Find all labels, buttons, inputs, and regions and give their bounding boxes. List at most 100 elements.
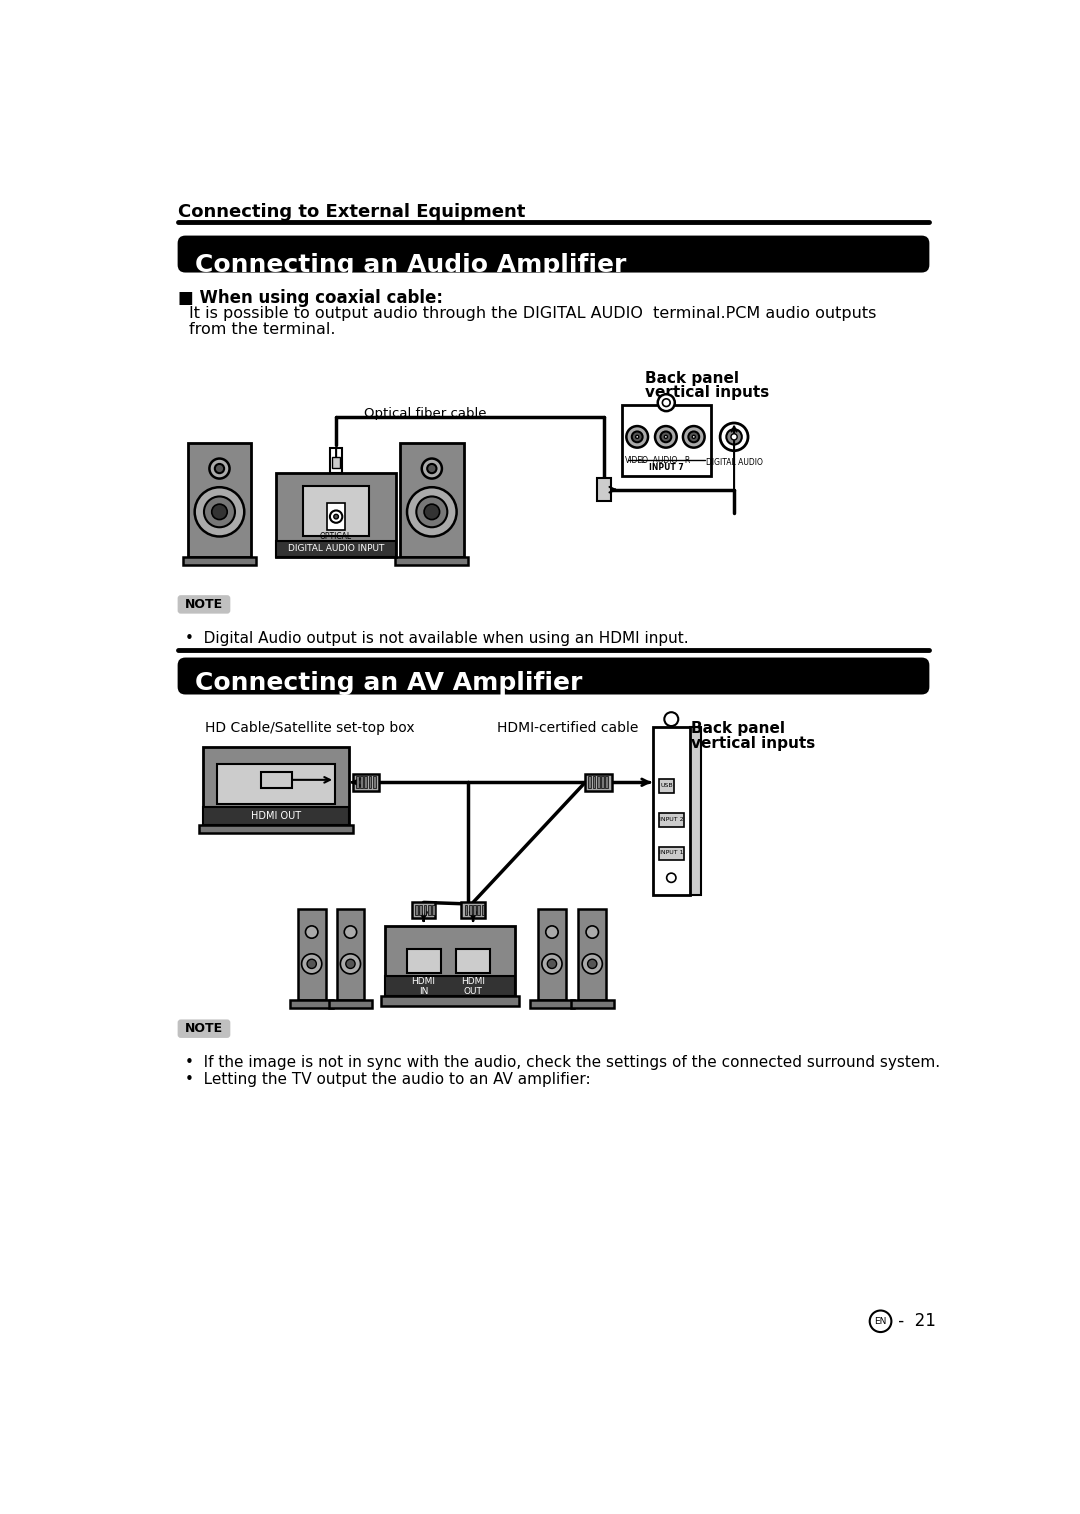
Circle shape — [664, 436, 667, 439]
Bar — [622, 404, 711, 475]
Circle shape — [548, 960, 556, 969]
FancyBboxPatch shape — [177, 1019, 230, 1039]
Text: vertical inputs: vertical inputs — [645, 385, 769, 400]
Text: It is possible to output audio through the DIGITAL AUDIO  terminal.PCM audio out: It is possible to output audio through t… — [189, 306, 877, 321]
Text: •  Digital Audio output is not available when using an HDMI input.: • Digital Audio output is not available … — [186, 631, 689, 645]
Circle shape — [542, 954, 562, 974]
Bar — [329, 448, 342, 472]
Bar — [373, 777, 376, 789]
Bar — [337, 910, 364, 1001]
Bar — [597, 478, 611, 501]
Bar — [419, 905, 422, 916]
Circle shape — [345, 927, 356, 939]
Circle shape — [586, 927, 598, 939]
Text: HDMI
IN: HDMI IN — [411, 977, 435, 996]
Text: -  21: - 21 — [893, 1313, 936, 1331]
Bar — [456, 949, 490, 974]
Text: from the terminal.: from the terminal. — [189, 322, 336, 336]
Text: INPUT 7: INPUT 7 — [649, 463, 684, 472]
Bar — [360, 777, 363, 789]
Circle shape — [582, 954, 603, 974]
Bar — [602, 777, 604, 789]
Circle shape — [588, 960, 597, 969]
Bar — [585, 774, 611, 790]
Bar — [400, 444, 463, 557]
Text: Back panel: Back panel — [645, 371, 739, 386]
Bar — [183, 557, 256, 565]
Circle shape — [664, 712, 678, 727]
Circle shape — [334, 515, 338, 519]
Bar — [384, 925, 515, 996]
Circle shape — [632, 431, 643, 442]
Text: HDMI OUT: HDMI OUT — [251, 812, 301, 821]
Bar — [411, 902, 435, 917]
Circle shape — [656, 425, 677, 448]
Bar — [464, 905, 468, 916]
Bar — [606, 777, 608, 789]
Circle shape — [683, 425, 704, 448]
Text: vertical inputs: vertical inputs — [691, 736, 815, 751]
Circle shape — [692, 436, 696, 439]
Bar — [589, 777, 591, 789]
Circle shape — [720, 422, 748, 451]
Circle shape — [636, 436, 638, 439]
Bar — [652, 727, 690, 895]
Circle shape — [194, 488, 244, 536]
Bar — [473, 905, 476, 916]
Circle shape — [306, 927, 318, 939]
Bar — [353, 774, 379, 790]
Circle shape — [416, 497, 447, 527]
Bar — [538, 910, 566, 1001]
Text: •  If the image is not in sync with the audio, check the settings of the connect: • If the image is not in sync with the a… — [186, 1055, 941, 1070]
Circle shape — [727, 428, 742, 445]
FancyBboxPatch shape — [177, 595, 230, 613]
Bar — [298, 910, 326, 1001]
Text: ■ When using coaxial cable:: ■ When using coaxial cable: — [177, 289, 443, 307]
FancyBboxPatch shape — [177, 236, 930, 273]
Circle shape — [422, 459, 442, 478]
Bar — [188, 444, 252, 557]
Bar — [217, 763, 335, 804]
Text: OPTICAL: OPTICAL — [320, 531, 352, 540]
Bar — [597, 777, 599, 789]
Circle shape — [658, 394, 675, 412]
Text: DIGITAL AUDIO INPUT: DIGITAL AUDIO INPUT — [288, 545, 384, 554]
Bar — [200, 825, 353, 833]
Text: Back panel: Back panel — [691, 721, 785, 736]
Circle shape — [424, 504, 440, 519]
Bar — [328, 1001, 373, 1008]
Circle shape — [346, 960, 355, 969]
Bar — [423, 905, 427, 916]
Circle shape — [301, 954, 322, 974]
Bar — [327, 503, 346, 530]
Bar — [593, 777, 595, 789]
Circle shape — [215, 463, 225, 474]
Bar — [395, 557, 469, 565]
Text: Connecting to External Equipment: Connecting to External Equipment — [177, 203, 525, 221]
Text: DIGITAL AUDIO: DIGITAL AUDIO — [705, 457, 762, 466]
Text: EN: EN — [875, 1317, 887, 1326]
Text: NOTE: NOTE — [185, 1022, 224, 1036]
Circle shape — [307, 960, 316, 969]
Circle shape — [545, 927, 558, 939]
Text: USB: USB — [660, 783, 673, 789]
Text: L-  AUDIO  -R: L- AUDIO -R — [642, 456, 690, 465]
Circle shape — [661, 431, 672, 442]
Bar — [482, 905, 484, 916]
Bar — [428, 905, 431, 916]
Circle shape — [407, 488, 457, 536]
Bar — [333, 457, 340, 468]
Circle shape — [212, 504, 227, 519]
Text: •  Letting the TV output the audio to an AV amplifier:: • Letting the TV output the audio to an … — [186, 1072, 591, 1087]
Circle shape — [731, 435, 738, 441]
Bar — [469, 905, 472, 916]
Circle shape — [329, 510, 342, 522]
Bar — [578, 910, 606, 1001]
Bar — [276, 540, 396, 557]
Text: NOTE: NOTE — [185, 598, 224, 612]
Text: HDMI-certified cable: HDMI-certified cable — [497, 721, 638, 734]
Circle shape — [428, 463, 436, 474]
Bar — [406, 949, 441, 974]
Bar — [380, 996, 518, 1005]
FancyBboxPatch shape — [177, 657, 930, 695]
